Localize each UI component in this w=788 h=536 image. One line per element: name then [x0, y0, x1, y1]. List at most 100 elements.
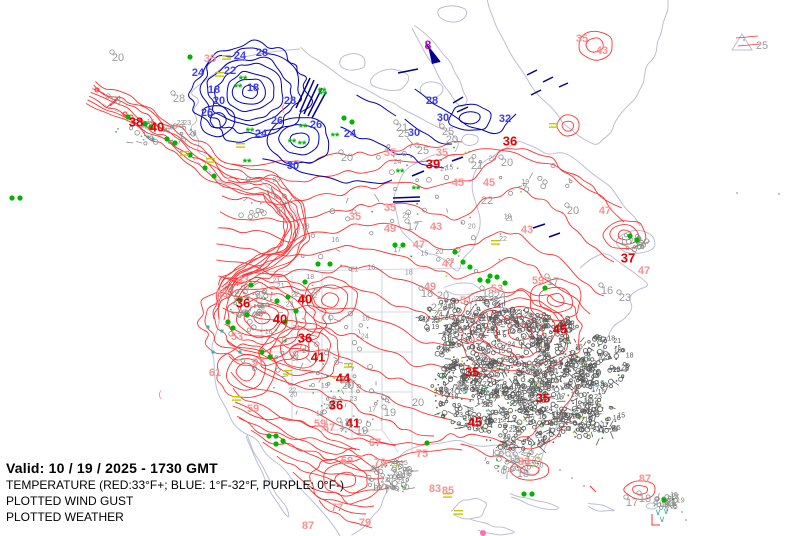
station-circle [444, 366, 450, 371]
station-circle [464, 386, 469, 391]
station-speck [571, 389, 573, 391]
station-circle [475, 355, 481, 361]
station-circle [575, 427, 580, 432]
station-noise-number: 16 [257, 304, 265, 311]
station-speck [326, 348, 329, 350]
wind-barb-stem [502, 329, 508, 333]
station-circle [515, 361, 522, 367]
station-temperature-label: 21 [471, 160, 483, 172]
station-noise-number: 23 [441, 315, 449, 322]
station-circle [455, 410, 460, 415]
wind-barb-stem [534, 386, 540, 390]
station-noise-number: 24 [508, 341, 516, 348]
station-speck [505, 408, 507, 410]
station-circle [582, 401, 588, 407]
station-noise-number: 17 [368, 407, 376, 414]
warm-contour-label: 67 [369, 437, 381, 449]
station-circle [537, 175, 543, 181]
cold-contour-label: 24 [234, 50, 247, 62]
station-noise-number: 18 [607, 336, 615, 343]
wind-barb-stem [493, 321, 499, 328]
wind-barb-stem [593, 413, 597, 422]
warm-contour-line [228, 355, 435, 437]
station-speck [553, 385, 555, 387]
fog-symbol-bar [491, 240, 500, 242]
station-noise-number: 22 [446, 258, 454, 265]
station-speck [569, 420, 571, 422]
station-speck [475, 326, 478, 328]
olive-speck [540, 344, 542, 346]
station-noise-number: 20 [621, 365, 629, 372]
station-noise-number: 16 [613, 415, 621, 422]
green-weather-dot [341, 115, 347, 121]
station-circle [608, 378, 614, 385]
station-noise-number: 15 [584, 395, 592, 402]
green-speck [264, 297, 266, 300]
station-speck [519, 364, 522, 366]
wind-barb-stem [542, 441, 548, 444]
warm-contour-line [197, 272, 327, 366]
station-circle [496, 456, 502, 462]
olive-speck [502, 389, 505, 391]
station-circle [523, 186, 530, 192]
station-circle [670, 502, 675, 507]
warm-contour-line [546, 292, 565, 307]
station-circle [530, 365, 536, 371]
station-noise-number: 19 [532, 386, 540, 393]
station-noise-number: 18 [405, 269, 413, 276]
wind-barb-stem [600, 350, 605, 359]
warm-contour-label: 85 [442, 485, 454, 497]
station-circle [280, 350, 285, 355]
station-circle [564, 383, 570, 390]
olive-speck [581, 417, 584, 419]
station-speck [390, 483, 392, 485]
wind-barb-stem [351, 366, 355, 371]
station-speck [340, 264, 342, 267]
wind-barb-stem [449, 325, 453, 331]
station-circle [483, 400, 488, 405]
station-circle [521, 440, 526, 445]
fog-symbol-bar [283, 373, 292, 375]
station-noise-number: 18 [453, 320, 461, 327]
olive-speck [575, 354, 578, 357]
station-noise-number: 19 [677, 498, 685, 505]
station-noise-number: 17 [394, 247, 402, 254]
station-circle [446, 323, 453, 330]
station-speck [463, 362, 465, 365]
station-noise-number: 20 [299, 297, 307, 304]
station-circle [436, 257, 441, 262]
wind-barb-stem [445, 311, 449, 320]
station-circle [314, 341, 320, 347]
station-speck [531, 461, 534, 464]
station-circle [457, 343, 462, 347]
green-speck [464, 391, 467, 394]
station-circle [503, 334, 507, 338]
green-speck [544, 364, 547, 367]
wind-barb-stem [333, 318, 341, 323]
warm-contour-line [231, 140, 463, 167]
station-circle [479, 375, 485, 380]
station-circle [357, 419, 363, 424]
station-circle [348, 267, 352, 271]
station-circle [593, 335, 597, 340]
station-circle [616, 289, 622, 295]
wind-barb-stem [458, 379, 468, 383]
warm-contour-line [292, 471, 375, 508]
station-circle [369, 231, 374, 236]
shower-symbol: ∨ [663, 506, 670, 516]
station-circle [384, 398, 389, 403]
wind-barb-stem [548, 430, 556, 436]
station-circle [442, 382, 447, 386]
station-circle [533, 373, 537, 378]
green-weather-dot [274, 298, 280, 304]
station-circle [575, 413, 582, 419]
station-circle [473, 352, 480, 358]
fog-symbol-bar [206, 161, 215, 163]
station-circle [526, 319, 531, 325]
warm-contour-label: 53 [231, 331, 243, 343]
wind-barb-stem [537, 452, 543, 456]
station-speck [271, 291, 273, 294]
station-circle [247, 214, 254, 220]
station-temperature-label: 18 [109, 95, 121, 107]
puerto-rico [645, 502, 658, 510]
